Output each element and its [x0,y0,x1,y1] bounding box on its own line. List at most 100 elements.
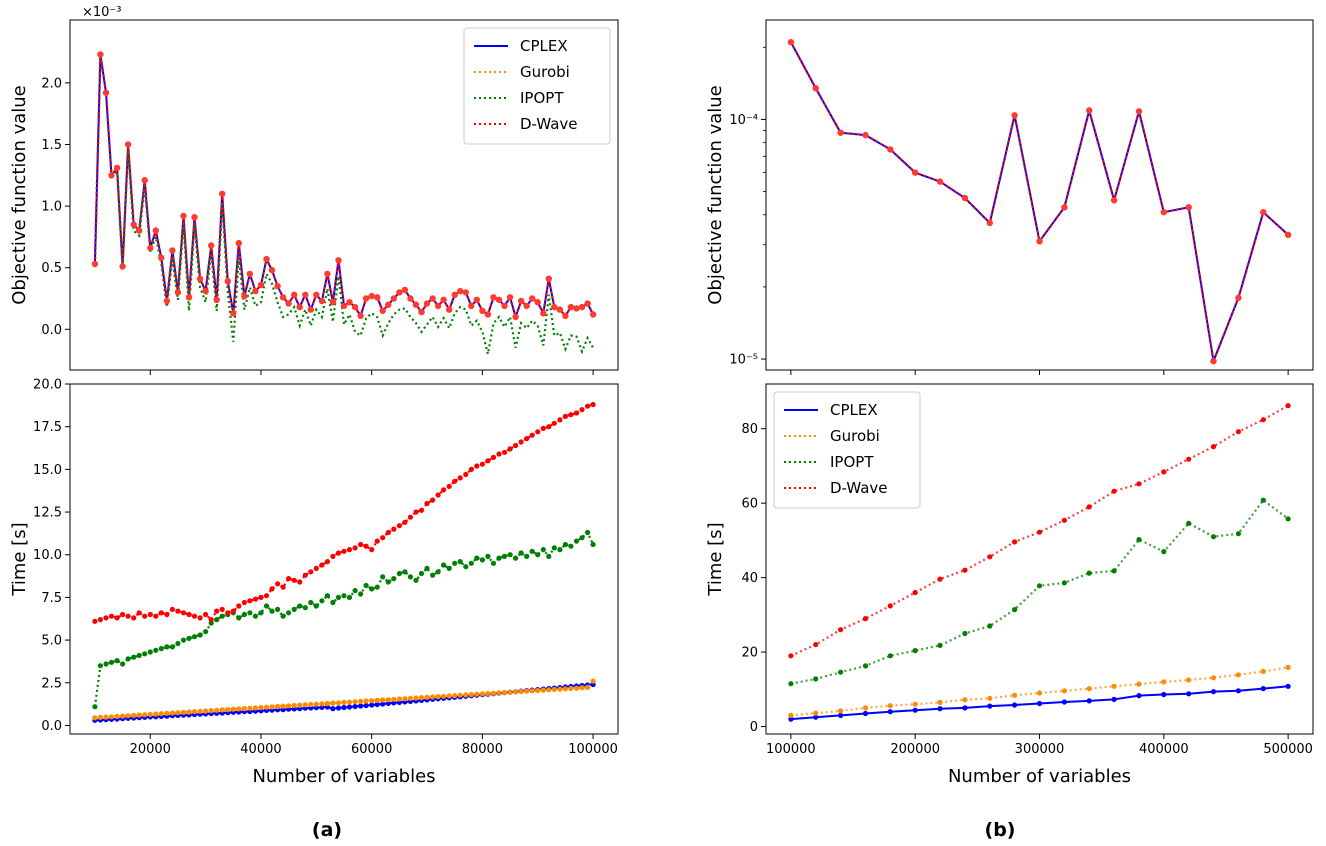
data-point-d-wave [813,642,819,648]
data-point-d-wave [1061,517,1067,523]
x-axis-label: Number of variables [948,766,1131,787]
y-tick-label: 0.0 [41,719,62,734]
data-point-ipopt [1235,531,1241,537]
data-point-d-wave [296,303,303,311]
data-point-gurobi [562,686,569,692]
data-point-ipopt [501,553,508,560]
data-point-d-wave [506,294,514,301]
data-point-d-wave [313,565,319,572]
data-point-d-wave [263,593,270,599]
data-point-d-wave [551,303,558,311]
x-tick-label: 400000 [1139,742,1189,757]
data-point-d-wave [423,300,431,307]
y-tick-label: 0.0 [41,323,62,338]
y-tick-label: 10.0 [33,548,62,563]
data-point-d-wave [1036,238,1043,245]
data-point-gurobi [463,692,469,698]
data-point-ipopt [529,548,535,554]
data-point-gurobi [275,703,281,710]
data-point-cplex [335,705,342,711]
data-point-ipopt [369,586,375,592]
data-point-d-wave [97,51,104,58]
data-point-d-wave [1260,417,1266,423]
data-point-d-wave [961,194,969,202]
data-point-d-wave [434,302,442,310]
data-point-d-wave [136,227,143,234]
data-point-ipopt [236,615,242,621]
data-point-d-wave [912,169,919,176]
legend: CPLEX Gurobi IPOPT D-Wave [463,27,611,145]
data-point-ipopt [485,553,491,560]
data-point-gurobi [1235,672,1241,678]
data-point-d-wave [512,313,519,321]
data-point-d-wave [540,425,546,431]
data-point-d-wave [125,613,131,619]
data-point-d-wave [468,466,474,472]
data-point-ipopt [108,659,115,665]
data-point-d-wave [485,458,491,464]
data-point-d-wave [191,613,198,619]
data-point-d-wave [562,413,569,419]
data-point-ipopt [297,603,303,609]
legend-label-cplex: CPLEX [520,37,568,55]
data-point-d-wave [235,239,242,247]
legend-label-d-wave: D-Wave [830,479,888,497]
data-point-d-wave [180,212,187,220]
data-point-ipopt [131,654,137,660]
data-point-d-wave [302,572,308,578]
data-point-d-wave [280,584,286,590]
data-point-gurobi [568,685,574,692]
data-point-d-wave [986,219,993,227]
data-point-gurobi [308,701,314,708]
data-point-d-wave [97,617,103,623]
data-point-ipopt [788,681,794,687]
data-point-ipopt [838,669,844,675]
legend-label-ipopt: IPOPT [520,89,564,107]
data-point-ipopt [391,576,397,582]
data-point-d-wave [153,613,159,619]
data-point-gurobi [1260,668,1266,675]
data-point-ipopt [114,658,120,664]
data-point-ipopt [197,632,203,638]
data-point-d-wave [252,287,259,295]
panels: 0.0 0.5 1.0 1.5 2.0 Objective function value ×… [9,5,1314,787]
data-point-gurobi [407,695,413,701]
y-offset-text: ×10⁻³ [82,5,122,20]
data-point-cplex [1061,699,1067,705]
data-point-ipopt [568,543,574,549]
data-point-ipopt [153,647,159,653]
data-point-cplex [1210,689,1217,695]
data-point-ipopt [463,564,469,570]
data-point-cplex [1036,700,1043,707]
x-tick-label: 20000 [130,742,171,757]
data-point-ipopt [524,553,530,560]
data-point-d-wave [236,603,242,609]
data-point-d-wave [452,478,458,484]
data-point-cplex [391,700,397,706]
data-point-d-wave [246,270,254,278]
data-point-d-wave [501,302,508,310]
data-point-d-wave [1235,294,1242,302]
y-tick-label: 0 [750,720,758,735]
data-point-gurobi [153,711,159,717]
data-point-d-wave [501,449,508,455]
data-point-ipopt [912,648,918,654]
data-point-d-wave [987,554,993,560]
data-point-gurobi [507,689,513,695]
data-point-ipopt [219,613,225,619]
y-tick-label: 12.5 [33,506,62,521]
legend-label-gurobi: Gurobi [520,63,570,81]
data-point-ipopt [269,608,275,614]
data-point-d-wave [141,177,148,184]
data-point-gurobi [191,709,198,715]
data-point-d-wave [446,306,453,313]
data-point-ipopt [1061,580,1067,586]
data-point-gurobi [158,711,164,717]
data-point-d-wave [429,295,436,302]
y-tick-label: 0.5 [41,261,62,276]
data-point-d-wave [396,523,402,529]
data-point-gurobi [97,714,103,721]
data-point-d-wave [912,589,918,596]
data-point-cplex [987,703,993,709]
data-point-gurobi [280,703,286,709]
